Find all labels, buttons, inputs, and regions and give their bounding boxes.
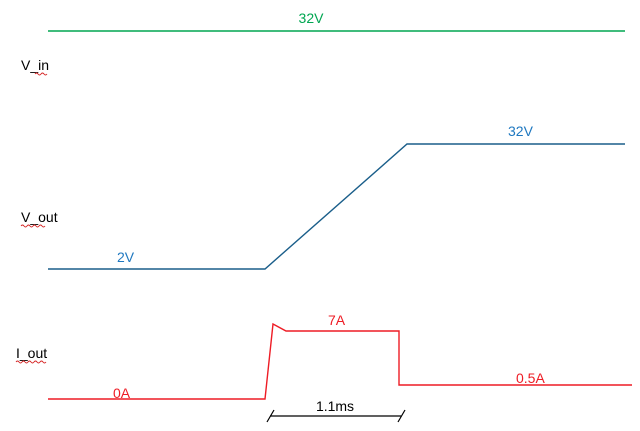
v-in-group: 32V V_in — [21, 10, 625, 76]
v-out-high-label: 32V — [508, 123, 534, 139]
v-in-level-label: 32V — [299, 10, 325, 26]
v-in-spellcheck-underline — [34, 72, 48, 76]
v-out-group: 2V 32V V_out — [20, 123, 625, 270]
v-out-waveform — [48, 143, 625, 270]
v-out-low-label: 2V — [117, 249, 135, 265]
i-out-group: 0A 7A 0.5A I_out — [15, 312, 632, 401]
i-out-signal-name: I_out — [16, 345, 47, 361]
duration-right-tick — [397, 409, 406, 423]
i-out-peak-label: 7A — [328, 312, 346, 328]
duration-marker: 1.1ms — [266, 398, 406, 423]
i-out-final-label: 0.5A — [516, 370, 545, 386]
v-out-spellcheck-underline — [20, 224, 46, 228]
i-out-waveform — [48, 322, 632, 400]
v-in-signal-name: V_in — [21, 57, 49, 73]
i-out-initial-label: 0A — [113, 385, 131, 401]
v-out-signal-name: V_out — [21, 209, 58, 225]
duration-left-tick — [266, 409, 275, 423]
duration-label: 1.1ms — [316, 398, 354, 414]
i-out-spellcheck-underline — [15, 360, 47, 364]
